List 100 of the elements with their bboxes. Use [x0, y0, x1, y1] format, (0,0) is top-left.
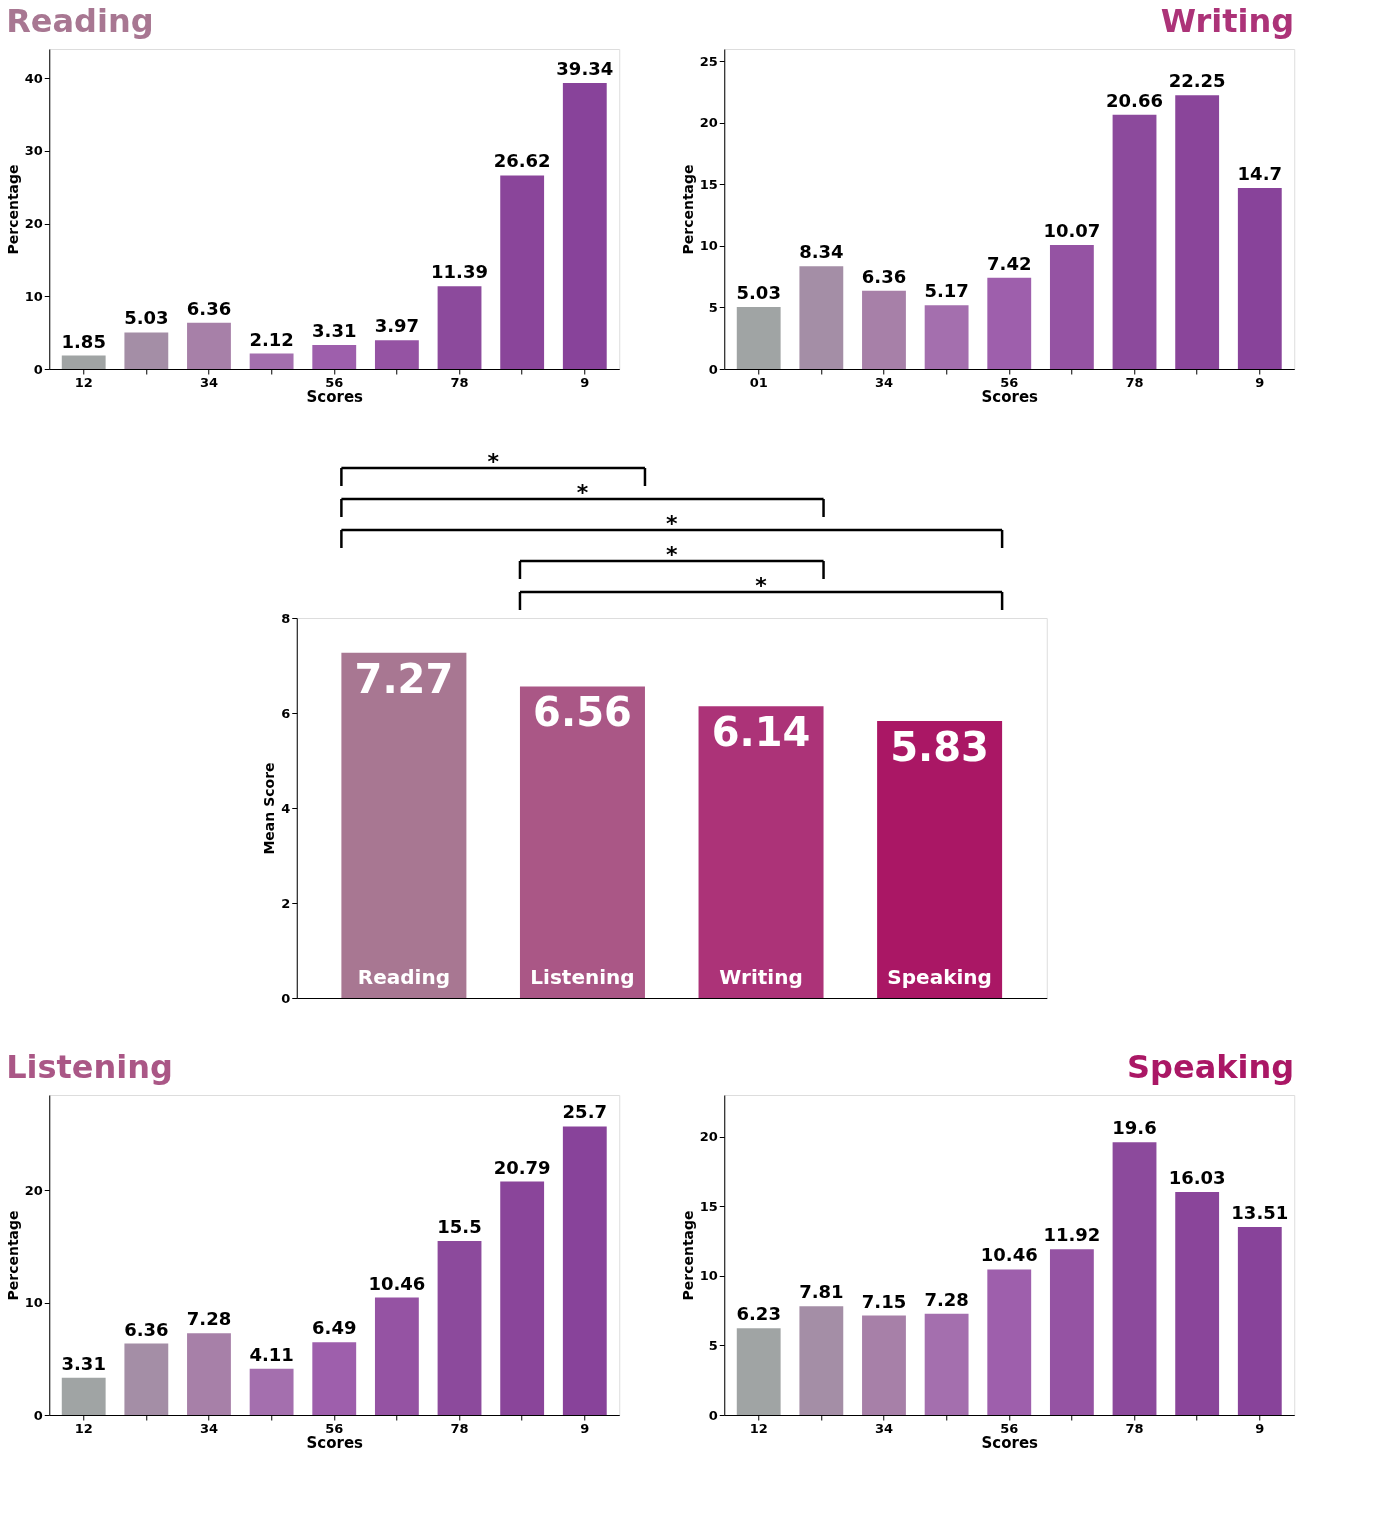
- data-label: 22.25: [1168, 70, 1226, 92]
- x-tick-label: 34: [199, 1420, 219, 1436]
- data-label: 20.79: [493, 1156, 551, 1178]
- y-tick-label: 4: [281, 800, 291, 816]
- chart-title: Writing: [1160, 2, 1295, 40]
- x-tick-label: 34: [199, 374, 219, 390]
- bar: [500, 175, 545, 369]
- bar: [862, 290, 906, 369]
- data-label: 7.42: [987, 252, 1032, 274]
- bar: [1175, 1191, 1220, 1415]
- bar: [187, 322, 231, 369]
- x-tick-label: 12: [74, 374, 93, 390]
- data-label: 13.51: [1231, 1202, 1289, 1224]
- data-label: 39.34: [556, 57, 614, 79]
- x-tick-label: 12: [749, 1420, 768, 1436]
- x-tick-label: 9: [580, 374, 590, 390]
- y-tick-label: 0: [281, 990, 291, 1006]
- y-axis-title: Percentage: [679, 1210, 696, 1301]
- bar: [924, 305, 969, 369]
- bar: [1112, 1142, 1157, 1415]
- bar: [736, 307, 781, 369]
- x-tick-label: 78: [450, 374, 469, 390]
- x-tick-label: 9: [580, 1420, 590, 1436]
- bar: [799, 266, 844, 369]
- bar: [924, 1313, 969, 1415]
- x-tick-label: 12: [74, 1420, 93, 1436]
- data-label: 6.36: [861, 265, 907, 287]
- bar: [312, 1342, 357, 1415]
- bar: [1237, 1227, 1282, 1415]
- y-tick-label: 20: [24, 216, 43, 232]
- chart-title: Listening: [6, 1048, 173, 1086]
- data-label: 19.6: [1112, 1117, 1157, 1139]
- bar: [987, 277, 1032, 369]
- data-label: 7.15: [861, 1290, 907, 1312]
- y-tick-label: 25: [699, 53, 718, 69]
- data-label: 15.5: [437, 1215, 482, 1237]
- data-label: 2.12: [249, 328, 294, 350]
- data-label: 3.31: [61, 1352, 106, 1374]
- x-axis-title: Scores: [981, 387, 1039, 406]
- data-label: 20.66: [1106, 89, 1163, 111]
- y-tick-label: 5: [708, 299, 718, 315]
- bar: [61, 1377, 106, 1415]
- bar: [562, 1126, 607, 1415]
- x-tick-label: 34: [874, 374, 894, 390]
- data-label: 7.27: [354, 655, 454, 702]
- bar: [124, 332, 169, 369]
- y-tick-label: 2: [281, 895, 291, 911]
- data-label: 10.46: [368, 1272, 426, 1294]
- chart-title: Reading: [6, 2, 154, 40]
- data-label: 5.03: [736, 282, 781, 304]
- data-label: 6.23: [736, 1303, 781, 1325]
- y-tick-label: 10: [699, 1268, 718, 1284]
- data-label: 5.03: [124, 307, 169, 329]
- x-tick-label: 56: [325, 1420, 344, 1436]
- text: *: [755, 573, 768, 598]
- y-tick-label: 6: [281, 705, 291, 721]
- data-label: 5.83: [890, 724, 989, 771]
- y-axis-title: Percentage: [4, 164, 21, 255]
- bar: [500, 1181, 545, 1415]
- data-label: 7.28: [924, 1288, 969, 1310]
- category-label: Writing: [719, 965, 803, 989]
- text: *: [487, 449, 500, 474]
- y-tick-label: 0: [708, 1407, 718, 1423]
- bar: [374, 340, 419, 369]
- bar: [187, 1333, 231, 1415]
- x-tick-label: 78: [1125, 374, 1144, 390]
- bar: [987, 1269, 1032, 1415]
- y-axis-title: Percentage: [679, 164, 696, 255]
- x-axis-title: Scores: [981, 1433, 1039, 1452]
- data-label: 14.7: [1237, 163, 1283, 185]
- bar: [249, 1368, 294, 1415]
- x-tick-label: 56: [1000, 374, 1019, 390]
- x-tick-label: 01: [749, 374, 768, 390]
- data-label: 1.85: [61, 330, 106, 352]
- bar: [1237, 188, 1282, 369]
- y-tick-label: 8: [281, 610, 291, 626]
- data-label: 16.03: [1168, 1166, 1226, 1188]
- bar: [374, 1297, 419, 1415]
- y-tick-label: 0: [33, 361, 43, 377]
- x-tick-label: 78: [450, 1420, 469, 1436]
- text: *: [665, 542, 678, 567]
- bar: [1049, 1249, 1094, 1415]
- data-label: 6.36: [124, 1318, 169, 1340]
- bar: [437, 286, 482, 369]
- x-tick-label: 78: [1125, 1420, 1144, 1436]
- bar: [736, 1328, 781, 1415]
- y-tick-label: 20: [699, 115, 718, 131]
- x-axis-title: Scores: [306, 387, 364, 406]
- y-tick-label: 10: [24, 288, 43, 304]
- data-label: 11.92: [1043, 1224, 1101, 1246]
- y-tick-label: 5: [708, 1337, 718, 1353]
- bar: [437, 1240, 482, 1415]
- category-label: Reading: [357, 965, 450, 989]
- x-tick-label: 9: [1255, 374, 1265, 390]
- y-tick-label: 40: [24, 70, 43, 86]
- y-tick-label: 20: [699, 1129, 718, 1145]
- data-label: 4.11: [249, 1343, 294, 1365]
- y-tick-label: 0: [33, 1407, 43, 1423]
- bar: [124, 1343, 169, 1415]
- text: *: [576, 480, 589, 505]
